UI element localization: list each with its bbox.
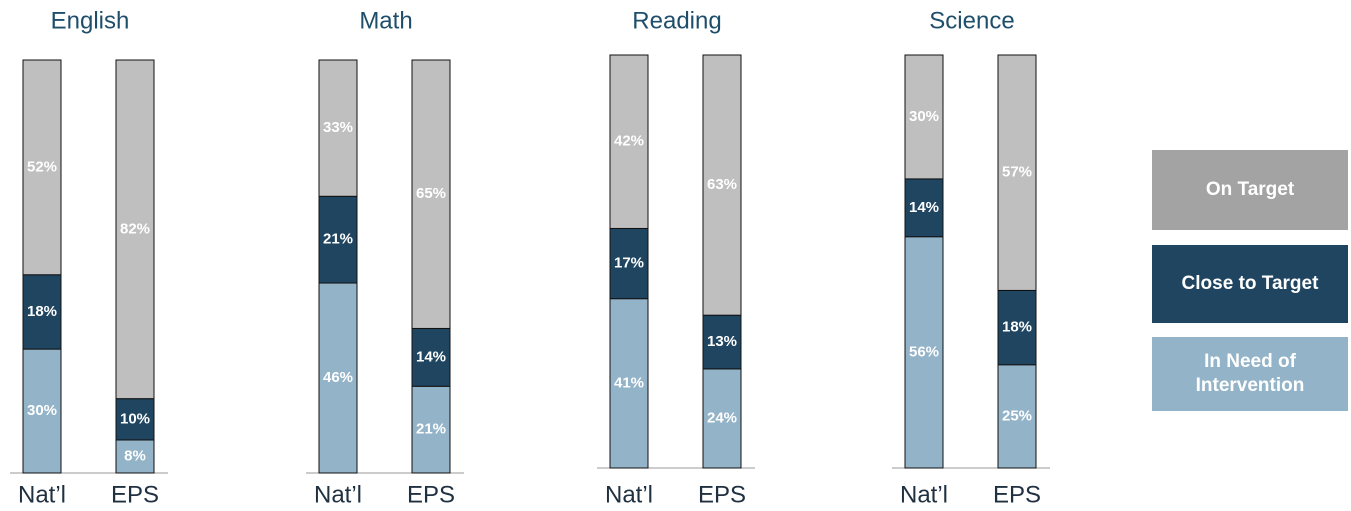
bar-segment	[411, 327, 451, 387]
bar-segment	[115, 59, 155, 400]
bar-segment	[318, 59, 358, 197]
bar-segment	[609, 54, 649, 229]
bar-segment	[609, 298, 649, 469]
bar-segment	[702, 368, 742, 469]
data-label: 82%	[120, 220, 150, 237]
bar-segment	[115, 398, 155, 441]
bar-segment	[904, 54, 944, 180]
data-label: 46%	[323, 369, 353, 386]
data-label: 65%	[416, 185, 446, 202]
bar-segment	[904, 236, 944, 469]
bar-segment	[997, 54, 1037, 291]
data-label: 10%	[120, 410, 150, 427]
data-label: 25%	[1002, 407, 1032, 424]
data-label: 56%	[909, 343, 939, 360]
legend-entry: Close to Target	[1152, 245, 1348, 323]
charts: English Nat’l 30% 18% 52% EPS 8% 10% 82% Math Nat’…	[10, 7, 1050, 508]
data-label: 63%	[707, 176, 737, 193]
data-label: 21%	[323, 231, 353, 248]
x-tick-label: EPS	[993, 481, 1041, 508]
data-label: 41%	[614, 374, 644, 391]
chart-title: Science	[929, 7, 1014, 34]
x-tick-label: EPS	[407, 481, 455, 508]
data-label: 42%	[614, 133, 644, 150]
bar-segment	[22, 274, 62, 350]
bar-segment	[702, 314, 742, 370]
bar-segment	[115, 439, 155, 474]
data-label: 24%	[707, 409, 737, 426]
chart-title: Reading	[632, 7, 721, 34]
bar-segment	[318, 282, 358, 474]
data-label: 33%	[323, 119, 353, 136]
data-label: 30%	[27, 402, 57, 419]
data-label: 18%	[27, 303, 57, 320]
chart-title: Math	[359, 7, 412, 34]
bar-segment	[22, 59, 62, 276]
x-tick-label: EPS	[698, 481, 746, 508]
data-label: 30%	[909, 108, 939, 125]
data-label: 14%	[416, 348, 446, 365]
chart-title: English	[51, 7, 130, 34]
x-tick-label: Nat’l	[605, 481, 653, 508]
data-label: 8%	[124, 447, 146, 464]
x-tick-label: Nat’l	[900, 481, 948, 508]
x-tick-label: EPS	[111, 481, 159, 508]
data-label: 21%	[416, 421, 446, 438]
data-label: 13%	[707, 333, 737, 350]
legend-entry: In Need of Intervention	[1152, 337, 1348, 411]
x-tick-label: Nat’l	[18, 481, 66, 508]
legend-entry: On Target	[1152, 150, 1348, 230]
data-label: 18%	[1002, 319, 1032, 336]
bar-segment	[318, 195, 358, 284]
bar-segment	[904, 178, 944, 238]
data-label: 52%	[27, 158, 57, 175]
data-label: 57%	[1002, 164, 1032, 181]
bar-segment	[702, 54, 742, 316]
bar-segment	[411, 59, 451, 329]
x-tick-label: Nat’l	[314, 481, 362, 508]
bar-segment	[22, 348, 62, 474]
data-label: 14%	[909, 199, 939, 216]
bar-segment	[997, 364, 1037, 469]
data-label: 17%	[614, 255, 644, 272]
